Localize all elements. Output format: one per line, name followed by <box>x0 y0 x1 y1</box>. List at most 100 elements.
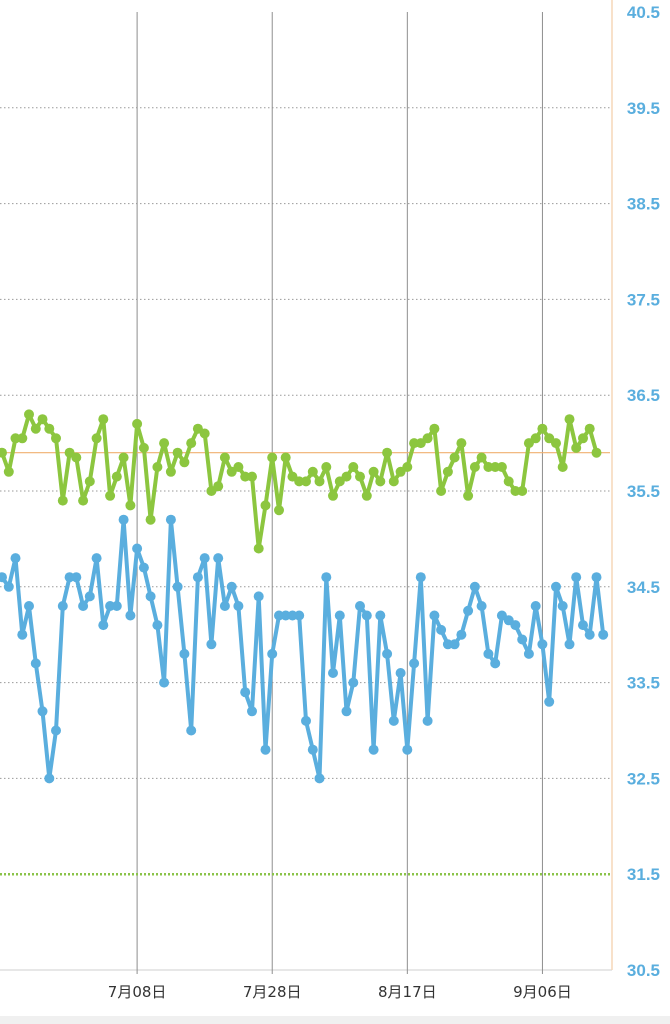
data-point <box>219 452 230 463</box>
data-point <box>476 601 487 611</box>
data-point <box>523 648 534 659</box>
data-point <box>84 476 95 487</box>
y-tick-label: 33.5 <box>627 674 660 693</box>
data-point <box>415 572 426 583</box>
data-point <box>307 744 318 755</box>
data-point <box>0 572 7 583</box>
data-point <box>152 620 163 631</box>
data-point <box>98 414 109 425</box>
data-point <box>51 433 61 444</box>
data-point <box>348 677 359 688</box>
data-point <box>30 658 41 669</box>
data-point <box>91 433 102 444</box>
data-point <box>557 462 568 472</box>
data-point <box>301 715 311 726</box>
y-tick-label: 31.5 <box>627 865 660 884</box>
data-point <box>517 486 528 496</box>
data-point <box>186 438 197 449</box>
data-point <box>233 601 244 611</box>
data-point <box>314 476 325 487</box>
data-point <box>382 447 393 458</box>
y-tick-label: 37.5 <box>627 290 660 309</box>
data-point <box>44 423 55 434</box>
data-point <box>233 462 244 472</box>
data-point <box>591 447 602 458</box>
data-point <box>328 668 338 678</box>
data-point <box>172 447 183 458</box>
data-point <box>125 500 136 511</box>
y-tick-label: 38.5 <box>627 195 660 214</box>
data-point <box>409 658 420 669</box>
data-point <box>199 428 210 439</box>
data-point <box>294 610 305 621</box>
data-point <box>165 514 176 525</box>
data-point <box>456 438 467 449</box>
data-point <box>348 462 359 472</box>
data-point <box>10 553 21 564</box>
data-point <box>598 629 609 640</box>
data-point <box>213 553 224 564</box>
y-tick-label: 39.5 <box>627 99 660 118</box>
data-point <box>449 639 460 650</box>
data-point <box>260 500 271 511</box>
data-point <box>17 629 28 640</box>
reference-lines <box>0 452 610 876</box>
data-point <box>172 581 183 592</box>
data-point <box>111 471 122 482</box>
data-point <box>226 581 237 592</box>
data-point <box>71 572 82 583</box>
data-point <box>328 490 338 501</box>
data-point <box>111 601 122 611</box>
data-point <box>530 433 541 444</box>
data-point <box>463 605 474 616</box>
data-point <box>476 452 487 463</box>
data-point <box>30 423 41 434</box>
bottom-scroll-strip <box>0 1016 670 1024</box>
data-point <box>490 658 501 669</box>
data-point <box>530 601 541 611</box>
data-point <box>368 466 379 477</box>
data-point <box>557 601 568 611</box>
data-point <box>267 648 278 659</box>
series-blue <box>0 514 609 784</box>
data-point <box>301 476 311 487</box>
data-point <box>91 553 102 564</box>
data-point <box>429 423 440 434</box>
data-point <box>510 620 521 631</box>
data-point <box>321 462 332 472</box>
data-point <box>145 591 156 602</box>
data-point <box>388 715 399 726</box>
y-tick-label: 34.5 <box>627 578 660 597</box>
data-point <box>578 620 588 631</box>
y-axis: 40.5 39.5 38.5 37.5 36.5 35.5 34.5 33.5 32.5 31.5… <box>611 0 660 980</box>
data-point <box>571 442 582 453</box>
data-point <box>422 715 433 726</box>
data-point <box>192 572 203 583</box>
data-point <box>375 476 386 487</box>
data-point <box>436 486 447 496</box>
x-tick-label: 7月08日 <box>108 983 167 1001</box>
data-point <box>355 471 365 482</box>
data-point <box>105 490 116 501</box>
data-point <box>165 466 176 477</box>
data-point <box>537 423 548 434</box>
y-tick-label: 35.5 <box>627 482 660 501</box>
data-point <box>456 629 467 640</box>
data-point <box>551 581 561 592</box>
data-point <box>584 423 595 434</box>
data-point <box>24 601 34 611</box>
data-point <box>138 442 149 453</box>
data-point <box>0 447 7 458</box>
data-point <box>71 452 82 463</box>
data-point <box>469 462 480 472</box>
data-point <box>78 495 89 506</box>
data-point <box>267 452 278 463</box>
series-group <box>0 409 609 784</box>
data-point <box>3 581 14 592</box>
data-point <box>179 648 190 659</box>
data-point <box>44 773 55 784</box>
data-point <box>78 601 89 611</box>
x-tick-label: 7月28日 <box>243 983 302 1001</box>
data-point <box>98 620 109 631</box>
data-point <box>382 648 393 659</box>
